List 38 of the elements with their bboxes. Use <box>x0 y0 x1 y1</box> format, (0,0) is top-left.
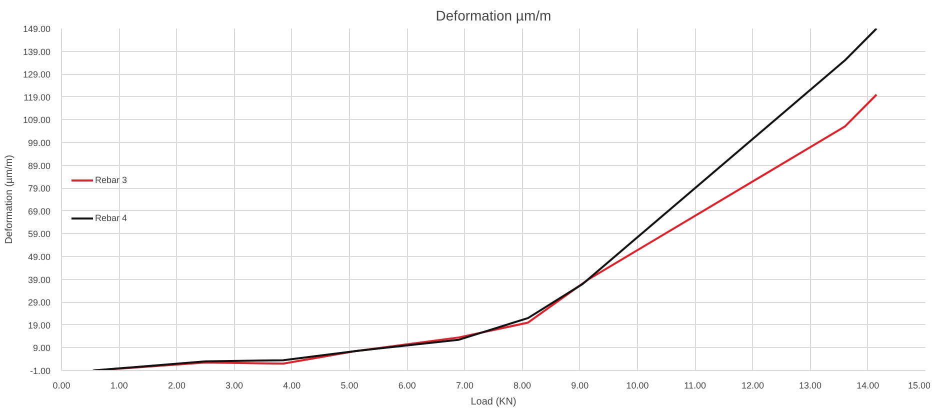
y-tick-label: 149.00 <box>22 24 51 34</box>
x-tick-label: 8.00 <box>514 380 532 390</box>
line-series <box>92 28 878 370</box>
y-tick-label: 79.00 <box>28 184 51 194</box>
y-axis-title: Deformation (µm/m) <box>4 154 15 244</box>
x-tick-label: 14.00 <box>856 380 880 390</box>
y-tick-label: 9.00 <box>32 343 51 354</box>
x-tick-label: 13.00 <box>799 380 822 390</box>
chart-title: Deformation µm/m <box>436 8 552 24</box>
y-tick-label: 99.00 <box>28 138 51 148</box>
y-tick-label: -1.00 <box>30 366 50 376</box>
x-tick-label: 4.00 <box>283 380 301 390</box>
x-tick-label: 12.00 <box>741 380 764 390</box>
x-tick-label: 1.00 <box>110 380 128 390</box>
legend-label: Rebar 3 <box>95 175 128 185</box>
y-tick-label: 59.00 <box>28 229 51 240</box>
y-tick-label: 19.00 <box>28 320 51 330</box>
x-tick-label: 5.00 <box>340 380 358 390</box>
y-tick-label: 139.00 <box>22 46 51 57</box>
y-tick-label: 129.00 <box>22 70 51 80</box>
x-tick-label: 9.00 <box>571 380 589 390</box>
x-tick-label: 7.00 <box>456 380 474 390</box>
x-tick-label: 2.00 <box>168 380 186 390</box>
y-tick-label: 89.00 <box>28 160 51 171</box>
y-tick-label: 109.00 <box>22 115 51 126</box>
y-tick-label: 49.00 <box>28 252 51 262</box>
x-tick-label: 15.00 <box>908 380 931 390</box>
y-tick-label: 69.00 <box>28 206 51 216</box>
x-tick-label: 3.00 <box>226 380 244 390</box>
y-tick-label: 29.00 <box>28 298 51 308</box>
x-tick-label: 6.00 <box>398 380 416 390</box>
legend-label: Rebar 4 <box>95 213 128 223</box>
y-tick-label: 39.00 <box>28 274 51 285</box>
x-tick-label: 11.00 <box>684 380 706 390</box>
x-axis-title: Load (KN) <box>470 396 516 408</box>
x-tick-label: 10.00 <box>626 380 649 390</box>
x-tick-label: 0.00 <box>52 380 70 390</box>
y-tick-label: 119.00 <box>24 92 50 102</box>
